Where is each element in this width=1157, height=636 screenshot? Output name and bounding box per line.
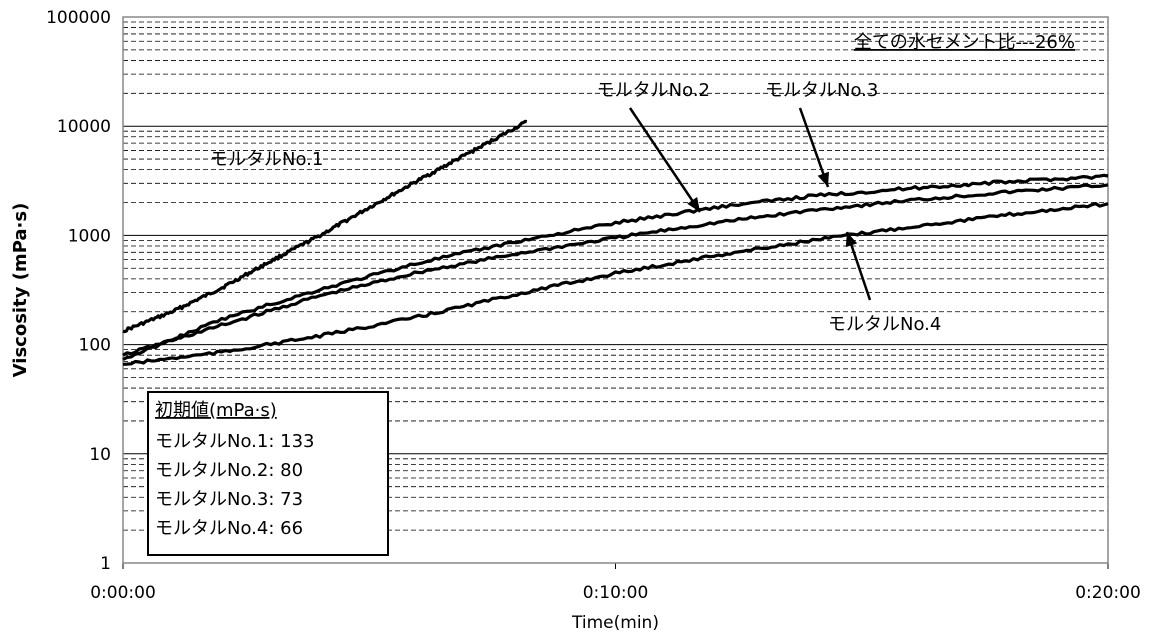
x-tick-label: 0:20:00 — [1075, 583, 1141, 603]
y-tick-label: 10 — [89, 445, 111, 465]
legend-entry-2: モルタルNo.2: 80 — [155, 460, 303, 481]
x-tick-label: 0:10:00 — [583, 583, 649, 603]
y-tick-label: 1 — [100, 554, 111, 574]
series-arrowhead-4 — [845, 232, 858, 248]
series-label-1: モルタルNo.1 — [210, 149, 323, 170]
initial-values-legend: 初期値(mPa·s) モルタルNo.1: 133 モルタルNo.2: 80 モル… — [147, 391, 389, 556]
series-label-3: モルタルNo.3 — [765, 80, 878, 101]
y-tick-label: 1000 — [68, 226, 111, 246]
x-axis-title: Time(min) — [571, 613, 659, 633]
series-line-3 — [122, 173, 1109, 361]
legend-entry-4: モルタルNo.4: 66 — [155, 518, 303, 539]
legend-box — [147, 391, 389, 556]
y-tick-labels: 1 10 100 1000 10000 100000 — [46, 8, 111, 574]
series-label-4: モルタルNo.4 — [828, 314, 941, 335]
legend-title: 初期値(mPa·s) — [155, 400, 277, 421]
y-tick-label: 100 — [79, 336, 111, 356]
legend-entry-1: モルタルNo.1: 133 — [155, 431, 314, 452]
x-tick-label: 0:00:00 — [90, 583, 156, 603]
series-callouts: モルタルNo.1 モルタルNo.2 モルタルNo.3 モルタルNo.4 — [210, 80, 941, 335]
series-line-4 — [122, 202, 1109, 366]
y-axis-title: Viscosity (mPa·s) — [10, 203, 31, 378]
series-arrowhead-2 — [687, 197, 700, 212]
series-arrow-2 — [628, 107, 702, 213]
series-line-2 — [122, 183, 1109, 357]
x-tick-labels: 0:00:00 0:10:00 0:20:00 — [90, 583, 1141, 603]
legend-entry-3: モルタルNo.3: 73 — [155, 489, 303, 510]
series-layer — [122, 119, 1109, 366]
water-cement-ratio-note: 全ての水セメント比---26% — [854, 32, 1075, 53]
series-label-2: モルタルNo.2 — [597, 80, 710, 101]
series-line-1 — [122, 119, 528, 334]
y-tick-label: 10000 — [57, 117, 111, 137]
plot-area-frame — [122, 16, 1109, 564]
y-tick-label: 100000 — [46, 8, 111, 28]
series-arrowhead-3 — [817, 171, 829, 187]
